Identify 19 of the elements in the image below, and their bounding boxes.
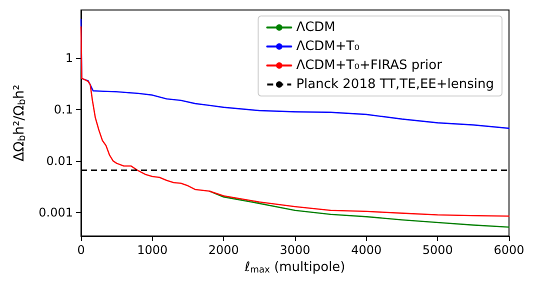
x-tick-label: 5000: [422, 243, 453, 257]
line-series: [80, 18, 510, 129]
x-axis-title: ℓmax (multipole): [244, 260, 346, 276]
x-tick-label: 3000: [280, 243, 310, 257]
legend-label: ΛCDM+T₀+FIRAS prior: [296, 58, 443, 73]
legend-label: ΛCDM+T₀: [296, 39, 360, 54]
x-tick-label: 1000: [137, 243, 168, 257]
x-tick-label: 6000: [494, 243, 524, 257]
legend-label: Planck 2018 TT,TE,EE+lensing: [296, 77, 494, 92]
y-tick-label: 1: [65, 50, 73, 65]
x-tick-label: 4000: [351, 243, 382, 257]
y-tick-label: 0.01: [46, 154, 73, 168]
y-tick-label: 0.1: [54, 102, 73, 116]
x-tick-label: 2000: [208, 243, 239, 257]
line-series: [208, 190, 510, 228]
y-axis-title: ΔΩbh²/Ωbh²: [12, 84, 28, 162]
y-tick-label: 0.001: [38, 206, 73, 220]
legend-label: ΛCDM: [296, 20, 336, 35]
x-tick-label: 0: [77, 243, 85, 257]
